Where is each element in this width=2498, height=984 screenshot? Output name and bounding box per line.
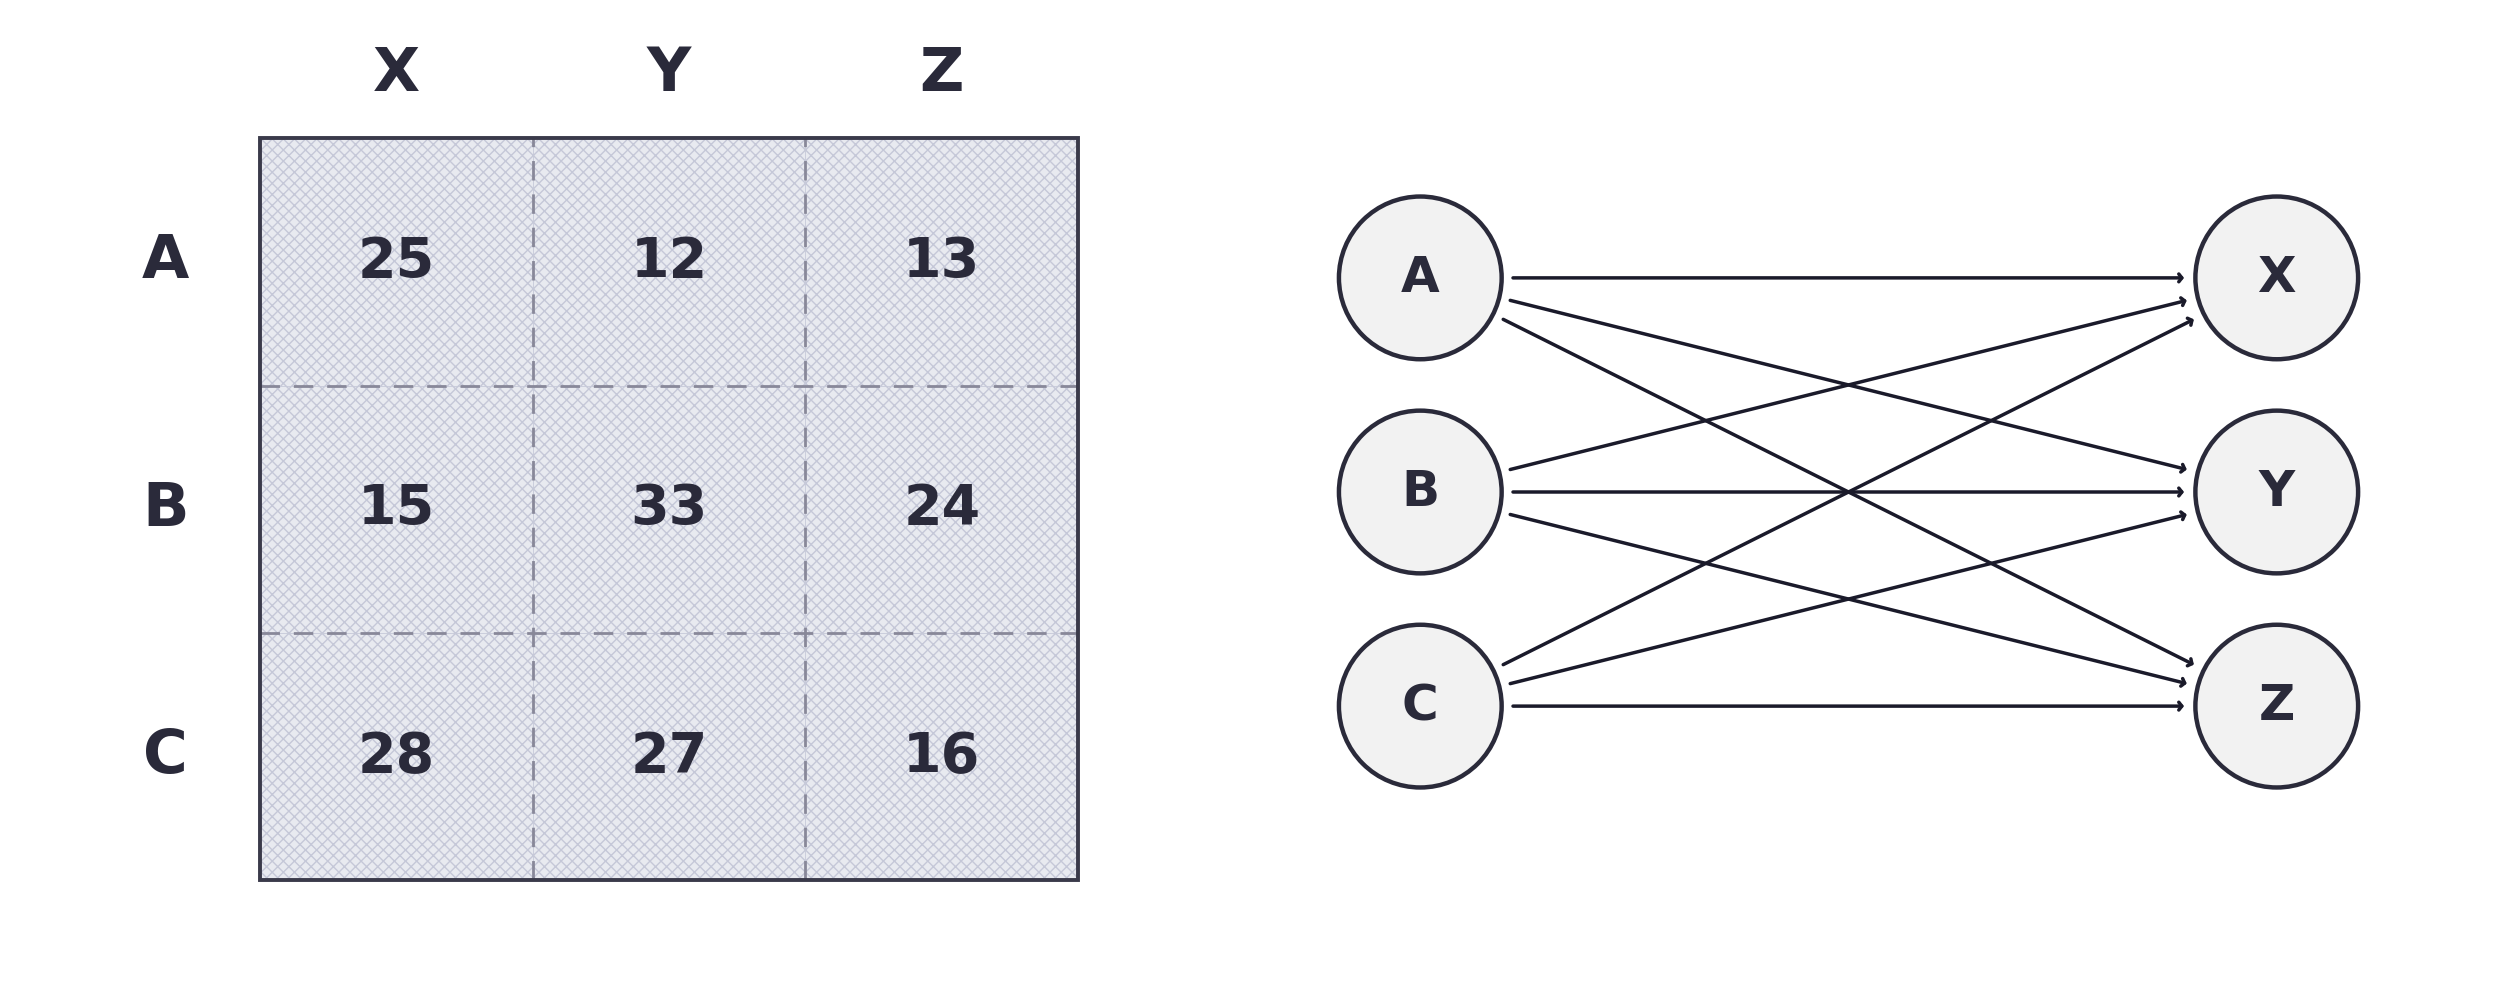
Text: X: X xyxy=(372,45,420,104)
Circle shape xyxy=(2196,625,2358,787)
Bar xyxy=(260,633,532,881)
Text: 28: 28 xyxy=(357,730,435,784)
Text: 33: 33 xyxy=(629,482,707,536)
Circle shape xyxy=(2196,197,2358,359)
Text: C: C xyxy=(142,727,187,786)
Circle shape xyxy=(2196,410,2358,574)
Bar xyxy=(260,138,1079,881)
Text: 25: 25 xyxy=(357,235,435,289)
Text: 13: 13 xyxy=(904,235,979,289)
Bar xyxy=(260,138,532,386)
Text: Y: Y xyxy=(647,45,692,104)
Bar xyxy=(804,386,1079,633)
Text: C: C xyxy=(1401,682,1439,730)
Bar xyxy=(804,138,1079,386)
Bar xyxy=(532,633,804,881)
Bar xyxy=(532,633,804,881)
Text: A: A xyxy=(1401,254,1439,302)
Bar xyxy=(260,138,532,386)
Bar xyxy=(804,633,1079,881)
Bar xyxy=(260,386,532,633)
Text: 24: 24 xyxy=(904,482,979,536)
Bar xyxy=(532,386,804,633)
Bar xyxy=(532,138,804,386)
Circle shape xyxy=(1339,410,1501,574)
Text: 12: 12 xyxy=(629,235,707,289)
Bar xyxy=(804,138,1079,386)
Bar xyxy=(804,633,1079,881)
Text: X: X xyxy=(2258,254,2296,302)
Text: B: B xyxy=(142,480,190,539)
Bar xyxy=(532,386,804,633)
Circle shape xyxy=(1339,625,1501,787)
Text: Y: Y xyxy=(2258,468,2296,516)
Text: 27: 27 xyxy=(629,730,707,784)
Text: 15: 15 xyxy=(357,482,435,536)
Text: A: A xyxy=(142,232,190,291)
Bar xyxy=(804,386,1079,633)
Text: Z: Z xyxy=(919,45,964,104)
Circle shape xyxy=(1339,197,1501,359)
Bar xyxy=(260,633,532,881)
Text: Z: Z xyxy=(2258,682,2296,730)
Bar xyxy=(260,386,532,633)
Text: B: B xyxy=(1401,468,1439,516)
Text: 16: 16 xyxy=(904,730,979,784)
Bar xyxy=(532,138,804,386)
